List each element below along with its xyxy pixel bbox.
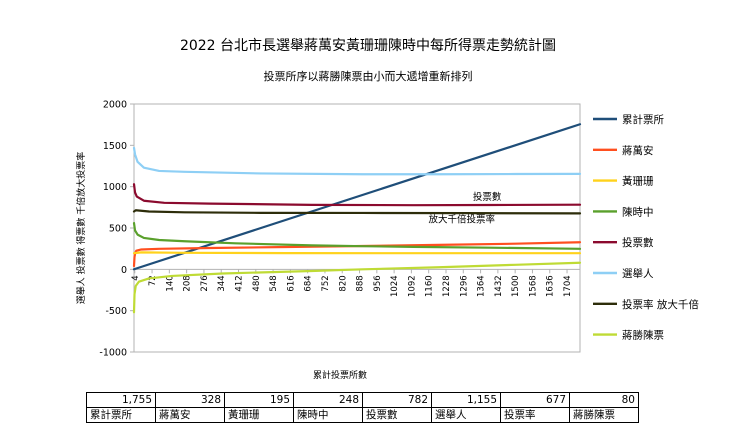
- y-tick-label: 0: [121, 265, 127, 276]
- x-tick-label: 1092: [407, 275, 417, 297]
- summary-value: 328: [155, 392, 225, 408]
- legend-label: 陳時中: [622, 205, 654, 218]
- summary-value: 80: [569, 392, 639, 408]
- series-line: [132, 221, 582, 250]
- summary-value: 1,755: [86, 392, 156, 408]
- plot-area: [133, 103, 581, 353]
- x-tick-label: 752: [321, 275, 331, 291]
- x-tick-label: 412: [235, 275, 245, 291]
- x-tick-label: 1704: [563, 275, 573, 297]
- x-tick-label: 1228: [442, 275, 452, 297]
- x-tick-label: 1160: [425, 275, 435, 297]
- summary-label: 投票率: [500, 407, 570, 423]
- x-tick-label: 1024: [390, 275, 400, 297]
- x-tick-label: 4: [131, 275, 141, 280]
- x-tick-label: 956: [373, 275, 383, 291]
- summary-value: 782: [362, 392, 432, 408]
- summary-value: 248: [293, 392, 363, 408]
- legend-label: 蔣勝陳票: [622, 329, 664, 342]
- y-axis-label: 選舉人 投票數 得票數 千倍放大投票率: [75, 152, 87, 305]
- x-tick-label: 548: [269, 275, 279, 291]
- legend-label: 黃珊珊: [622, 175, 654, 188]
- x-tick-label: 1568: [528, 275, 538, 297]
- summary-label: 累計票所: [86, 407, 156, 423]
- y-tick-label: 1000: [103, 182, 127, 193]
- series-line: [132, 123, 582, 271]
- x-tick-label: 344: [217, 275, 227, 291]
- chart-subtitle: 投票所序以蔣勝陳票由小而大遞增重新排列: [264, 69, 473, 83]
- series-line: [132, 209, 582, 215]
- x-tick-label: 276: [200, 275, 210, 291]
- summary-label: 陳時中: [293, 407, 363, 423]
- legend-label: 投票數: [622, 236, 654, 249]
- y-tick-label: -1000: [99, 348, 127, 359]
- chart-title: 2022 台北市長選舉蔣萬安黃珊珊陳時中每所得票走勢統計圖: [180, 37, 556, 54]
- y-axis: 2000 1500 1000 500 0 -500 -1000: [99, 100, 134, 359]
- summary-label: 選舉人: [431, 407, 501, 423]
- x-tick-label: 684: [304, 275, 314, 291]
- x-tick-label: 1500: [511, 275, 521, 297]
- legend-label: 累計票所: [622, 113, 664, 126]
- series-line: [132, 183, 582, 207]
- summary-label: 蔣萬安: [155, 407, 225, 423]
- x-tick-label: 1364: [477, 275, 487, 297]
- summary-value: 195: [224, 392, 294, 408]
- series-line: [132, 251, 582, 255]
- y-tick-label: -500: [105, 306, 127, 317]
- y-tick-label: 2000: [103, 100, 127, 111]
- y-tick-label: 1500: [103, 141, 127, 152]
- annotation-label: 投票數: [473, 191, 502, 203]
- x-tick-label: 820: [338, 275, 348, 291]
- x-tick-label: 616: [286, 275, 296, 291]
- y-tick-label: 500: [109, 224, 127, 235]
- x-tick-label: 208: [183, 275, 193, 291]
- legend-label: 投票率 放大千倍: [622, 298, 699, 311]
- x-tick-label: 1432: [494, 275, 504, 297]
- series-line: [132, 146, 582, 176]
- summary-value: 677: [500, 392, 570, 408]
- summary-label: 黃珊珊: [224, 407, 294, 423]
- x-tick-label: 140: [165, 275, 175, 291]
- x-axis-label: 累計投票所數: [313, 369, 367, 381]
- x-tick-label: 1296: [459, 275, 469, 297]
- summary-table: 1,755 328 195 248 782 1,155 677 80 累計票所 …: [86, 392, 639, 423]
- summary-labels-row: 累計票所 蔣萬安 黃珊珊 陳時中 投票數 選舉人 投票率 蔣勝陳票: [86, 407, 639, 423]
- series-group: [132, 123, 582, 314]
- line-chart: 2022 台北市長選舉蔣萬安黃珊珊陳時中每所得票走勢統計圖 投票所序以蔣勝陳票由…: [75, 37, 699, 381]
- x-tick-label: 72: [148, 275, 158, 286]
- series-line: [132, 261, 582, 314]
- x-tick-label: 888: [356, 275, 366, 291]
- x-tick-label: 1636: [546, 275, 556, 297]
- legend-label: 選舉人: [622, 267, 654, 280]
- legend-label: 蔣萬安: [622, 144, 654, 157]
- summary-value: 1,155: [431, 392, 501, 408]
- summary-values-row: 1,755 328 195 248 782 1,155 677 80: [86, 392, 639, 408]
- summary-label: 投票數: [362, 407, 432, 423]
- x-tick-label: 480: [252, 275, 262, 291]
- annotation-label: 放大千倍投票率: [429, 213, 496, 225]
- summary-label: 蔣勝陳票: [569, 407, 639, 423]
